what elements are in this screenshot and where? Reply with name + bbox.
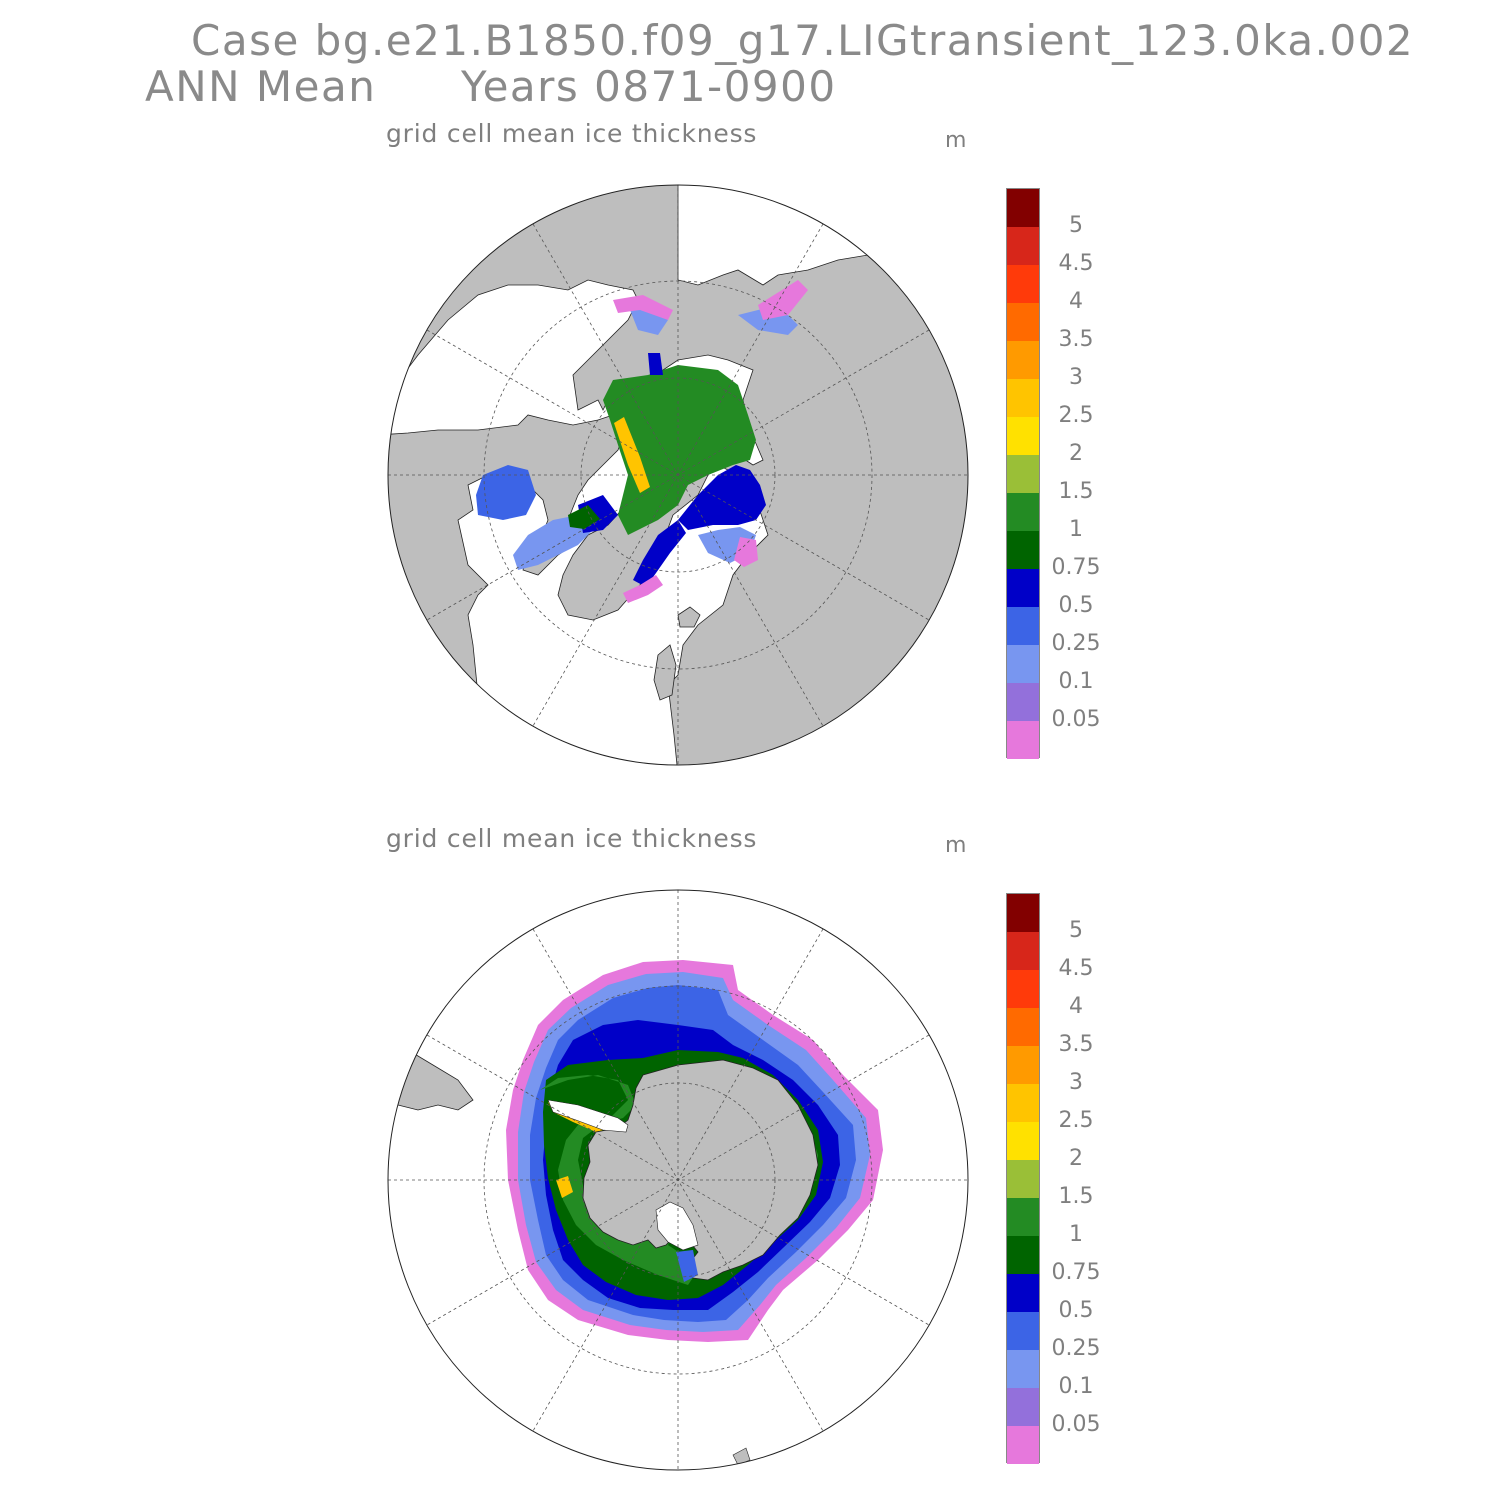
north-panel-unit: m <box>945 128 967 153</box>
south-cb-label: 5 <box>1069 918 1083 943</box>
north-land-uk <box>653 644 677 701</box>
south-cb-label: 2.5 <box>1058 1108 1094 1133</box>
north-colorbar <box>1006 188 1040 759</box>
north-ice-green-labrador <box>568 505 600 529</box>
north-cb-label: 1.5 <box>1058 479 1094 504</box>
north-ice-thin-pink-east <box>734 537 758 567</box>
north-cb-label: 3.5 <box>1058 327 1094 352</box>
south-cb-label: 3.5 <box>1058 1032 1094 1057</box>
north-cb-label: 0.05 <box>1051 707 1101 732</box>
south-cb-label: 3 <box>1069 1070 1083 1095</box>
south-ross-ice-blue <box>676 1250 698 1282</box>
years-label: Years 0871-0900 <box>461 62 837 111</box>
south-ice-yellow-west <box>556 1176 573 1198</box>
south-cb-label: 1.5 <box>1058 1184 1094 1209</box>
north-cb-label: 5 <box>1069 213 1083 238</box>
south-panel-unit: m <box>945 833 967 858</box>
north-ice-labrador <box>513 515 593 570</box>
north-cb-label: 3 <box>1069 365 1083 390</box>
season-label: ANN Mean <box>145 62 377 111</box>
north-ice-bering-pink <box>613 295 673 320</box>
north-ice-yellow-strip <box>614 417 650 493</box>
north-cb-label: 2 <box>1069 441 1083 466</box>
north-ice-thin-blue-east <box>678 465 766 530</box>
north-land-iceland <box>677 606 701 628</box>
north-cb-label: 4 <box>1069 289 1083 314</box>
case-title: Case bg.e21.B1850.f09_g17.LIGtransient_1… <box>191 16 1415 65</box>
north-cb-label: 1 <box>1069 517 1083 542</box>
south-cb-label: 0.1 <box>1058 1374 1094 1399</box>
north-cb-label: 0.1 <box>1058 669 1094 694</box>
south-colorbar <box>1006 893 1040 1464</box>
south-polar-map <box>387 889 969 1471</box>
north-cb-label: 4.5 <box>1058 251 1094 276</box>
north-cb-label: 0.25 <box>1051 631 1101 656</box>
north-ice-greenland-east <box>633 520 686 587</box>
south-shelf-ross <box>655 1201 699 1251</box>
south-cb-label: 0.75 <box>1051 1260 1101 1285</box>
south-cb-label: 4 <box>1069 994 1083 1019</box>
south-cb-label: 0.25 <box>1051 1336 1101 1361</box>
north-ice-central <box>603 365 756 535</box>
north-polar-map <box>387 184 969 766</box>
south-cb-label: 2 <box>1069 1146 1083 1171</box>
south-cb-label: 4.5 <box>1058 956 1094 981</box>
north-ice-bering-blue <box>648 353 663 375</box>
south-cb-label: 0.05 <box>1051 1412 1101 1437</box>
south-cb-label: 0.5 <box>1058 1298 1094 1323</box>
south-land-island <box>732 1447 751 1466</box>
north-cb-label: 2.5 <box>1058 403 1094 428</box>
north-ice-greenland-east-pink <box>623 575 663 603</box>
south-shelf-weddell <box>547 1099 629 1133</box>
north-ice-hudson <box>476 465 536 520</box>
north-ice-okhotsk-pink <box>758 280 808 320</box>
north-panel-title: grid cell mean ice thickness <box>386 119 758 148</box>
north-cb-label: 0.5 <box>1058 593 1094 618</box>
south-cb-label: 1 <box>1069 1222 1083 1247</box>
north-cb-label: 0.75 <box>1051 555 1101 580</box>
south-panel-title: grid cell mean ice thickness <box>386 824 758 853</box>
